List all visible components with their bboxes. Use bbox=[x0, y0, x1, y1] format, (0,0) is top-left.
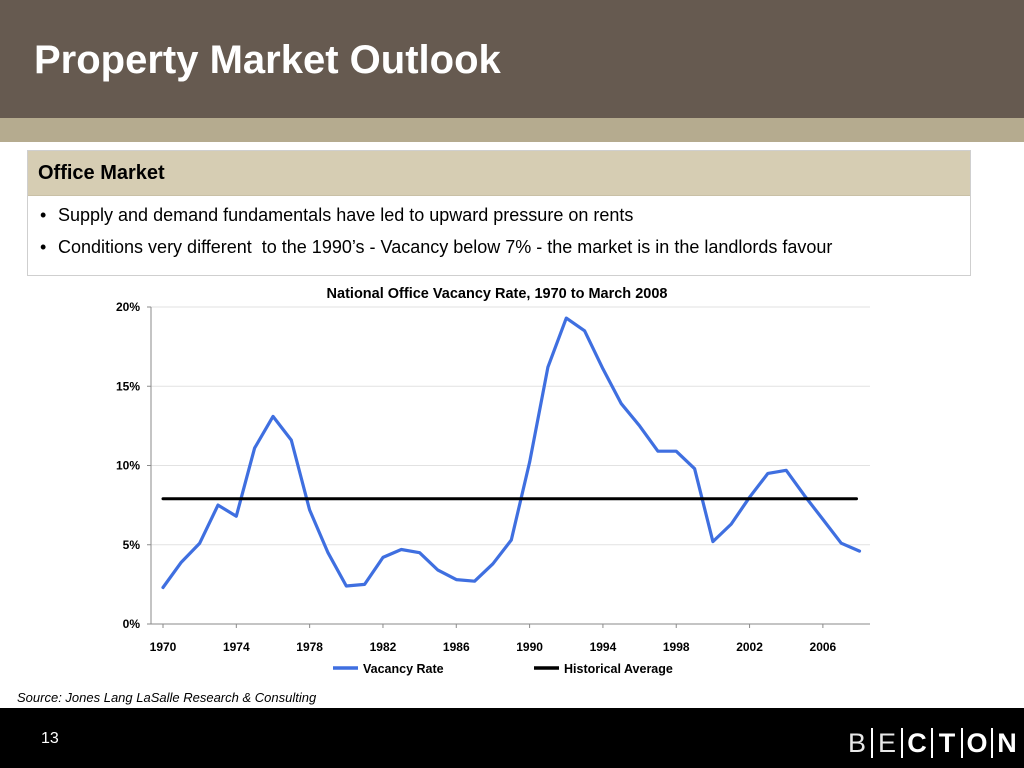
logo-divider bbox=[991, 728, 993, 758]
y-tick-label: 20% bbox=[116, 300, 140, 314]
bullet-text: Conditions very different to the 1990’s … bbox=[58, 237, 833, 257]
gridlines bbox=[151, 306, 870, 546]
bullet-dot-icon: • bbox=[40, 237, 47, 257]
bullet-dot-icon: • bbox=[40, 205, 47, 225]
x-tick-label: 1978 bbox=[296, 640, 323, 654]
y-tick-label: 5% bbox=[123, 538, 141, 552]
x-tick-label: 1970 bbox=[150, 640, 177, 654]
office-market-title: Office Market bbox=[38, 162, 165, 184]
header-bar: Property Market Outlook bbox=[0, 0, 1024, 118]
logo-divider bbox=[901, 728, 903, 758]
x-tick-label: 1974 bbox=[223, 640, 250, 654]
x-tick-label: 1990 bbox=[516, 640, 543, 654]
x-tick-label: 1982 bbox=[370, 640, 397, 654]
series-lines bbox=[161, 316, 862, 590]
logo-letter: E bbox=[877, 728, 896, 758]
vacancy-chart-svg: National Office Vacancy Rate, 1970 to Ma… bbox=[116, 286, 870, 676]
slide-title: Property Market Outlook bbox=[34, 38, 501, 82]
logo-letter: T bbox=[938, 728, 956, 758]
legend-label-historical-average: Historical Average bbox=[564, 662, 673, 676]
logo-divider bbox=[931, 728, 933, 758]
x-tick-label: 2006 bbox=[810, 640, 837, 654]
logo-letter: O bbox=[966, 728, 988, 758]
logo-divider bbox=[961, 728, 963, 758]
x-tick-label: 1998 bbox=[663, 640, 690, 654]
x-tick-label: 2002 bbox=[736, 640, 763, 654]
logo-letter: C bbox=[907, 728, 927, 758]
footer-bar: 13 B E C T O N bbox=[0, 708, 1024, 768]
accent-strip bbox=[0, 118, 1024, 142]
becton-logo: B E C T O N bbox=[846, 725, 1018, 761]
bullet-item: • Supply and demand fundamentals have led… bbox=[28, 204, 970, 236]
bullet-text: Supply and demand fundamentals have led … bbox=[58, 205, 634, 225]
x-tick-label: 1986 bbox=[443, 640, 470, 654]
vacancy-chart: National Office Vacancy Rate, 1970 to Ma… bbox=[100, 280, 900, 690]
source-note: Source: Jones Lang LaSalle Research & Co… bbox=[17, 690, 317, 705]
chart-title: National Office Vacancy Rate, 1970 to Ma… bbox=[327, 286, 668, 302]
legend-label-vacancy-rate: Vacancy Rate bbox=[363, 662, 444, 676]
logo-letter: B bbox=[847, 728, 866, 758]
legend: Vacancy Rate Historical Average bbox=[333, 662, 673, 676]
office-market-box: Office Market • Supply and demand fundame… bbox=[27, 150, 971, 276]
y-tick-label: 0% bbox=[123, 617, 141, 631]
bullet-list: • Supply and demand fundamentals have led… bbox=[28, 196, 970, 268]
logo-letter: N bbox=[997, 728, 1017, 758]
vacancy-rate-line bbox=[161, 316, 862, 590]
office-market-box-header: Office Market bbox=[28, 151, 970, 196]
y-tick-label: 10% bbox=[116, 459, 140, 473]
logo-divider bbox=[871, 728, 873, 758]
x-tick-label: 1994 bbox=[590, 640, 617, 654]
y-tick-label: 15% bbox=[116, 379, 140, 393]
page-number: 13 bbox=[41, 730, 59, 747]
axes: 0% 5% 10% 15% 20% 1970 1974 1978 1982 1986 1990 199… bbox=[116, 300, 870, 654]
bullet-item: • Conditions very different to the 1990’s… bbox=[28, 236, 970, 268]
